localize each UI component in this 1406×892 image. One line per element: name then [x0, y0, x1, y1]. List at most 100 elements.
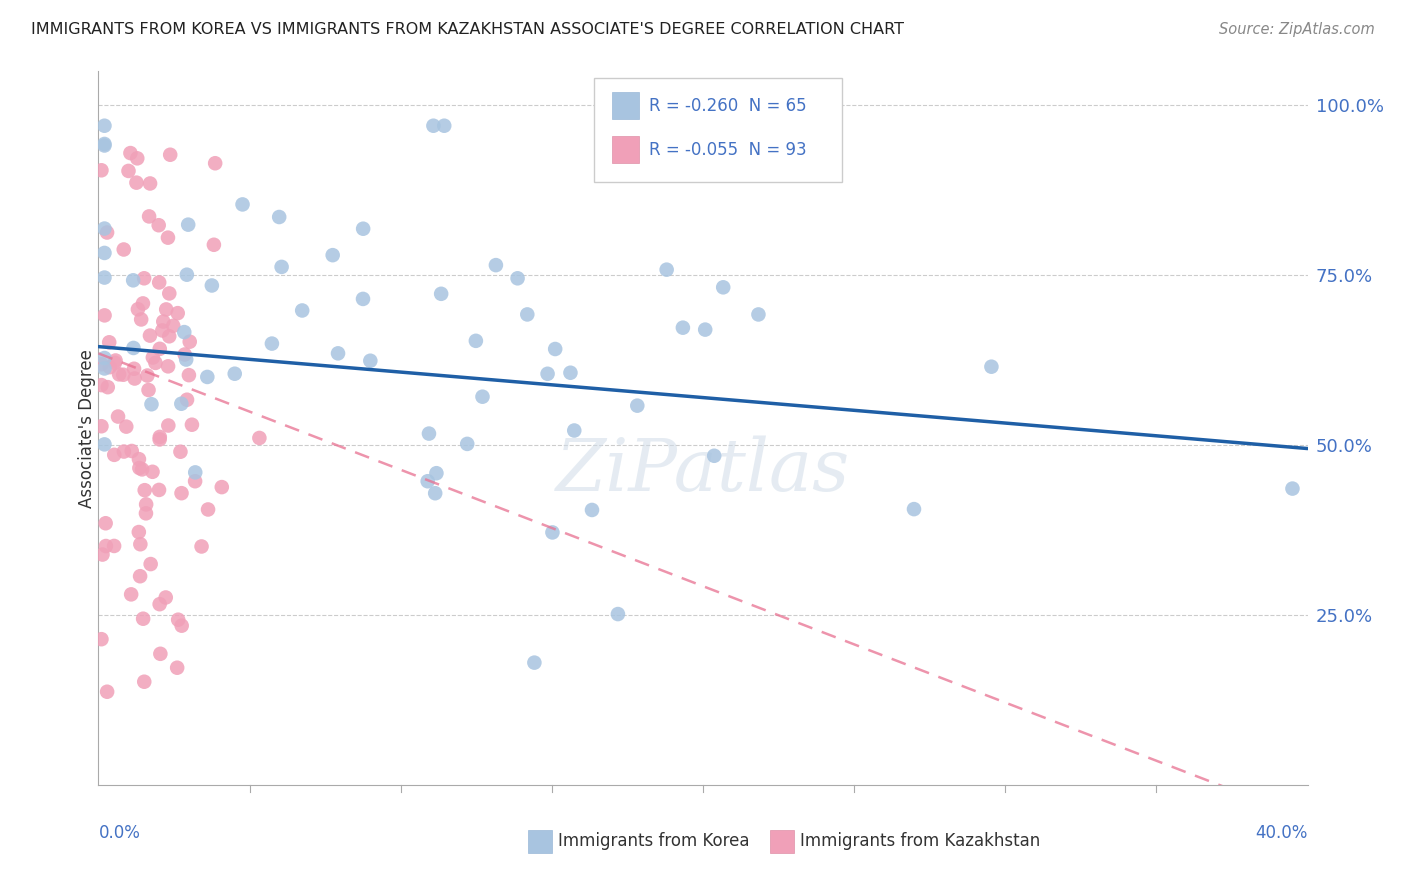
Point	[129, 537, 152, 551]
Point	[148, 483, 170, 497]
FancyBboxPatch shape	[595, 78, 842, 182]
Point	[224, 367, 246, 381]
Point	[122, 341, 145, 355]
Point	[93, 309, 115, 323]
Point	[184, 474, 207, 488]
Point	[560, 366, 582, 380]
Point	[107, 409, 129, 424]
Point	[98, 360, 121, 375]
FancyBboxPatch shape	[613, 92, 638, 120]
Point	[134, 483, 156, 498]
Point	[536, 367, 558, 381]
Point	[211, 480, 233, 494]
Point	[148, 276, 170, 290]
Point	[231, 197, 253, 211]
Point	[157, 418, 180, 433]
Point	[544, 342, 567, 356]
Point	[422, 119, 444, 133]
Point	[581, 503, 603, 517]
Point	[93, 119, 115, 133]
FancyBboxPatch shape	[613, 136, 638, 163]
Point	[149, 597, 172, 611]
Point	[170, 397, 193, 411]
Point	[135, 497, 157, 511]
Point	[430, 286, 453, 301]
Point	[464, 334, 486, 348]
Point	[291, 303, 314, 318]
Point	[903, 502, 925, 516]
Point	[416, 475, 439, 489]
FancyBboxPatch shape	[527, 830, 551, 853]
FancyBboxPatch shape	[769, 830, 794, 853]
Point	[485, 258, 508, 272]
Point	[190, 540, 212, 554]
Point	[117, 164, 139, 178]
Point	[93, 221, 115, 235]
Point	[128, 461, 150, 475]
Point	[980, 359, 1002, 374]
Point	[120, 146, 142, 161]
Point	[115, 419, 138, 434]
Point	[174, 352, 197, 367]
Point	[170, 486, 193, 500]
Point	[433, 119, 456, 133]
Point	[179, 334, 201, 349]
Point	[138, 210, 160, 224]
Point	[121, 444, 143, 458]
Point	[269, 210, 291, 224]
Point	[93, 138, 115, 153]
Point	[270, 260, 292, 274]
Point	[132, 612, 155, 626]
Point	[93, 437, 115, 451]
Point	[98, 335, 121, 350]
Text: ZiPatlas: ZiPatlas	[555, 435, 851, 507]
Point	[132, 296, 155, 310]
Text: 40.0%: 40.0%	[1256, 824, 1308, 842]
Point	[108, 368, 131, 382]
Point	[93, 270, 115, 285]
Point	[93, 351, 115, 365]
Point	[176, 392, 198, 407]
Point	[149, 342, 172, 356]
Point	[562, 424, 585, 438]
Point	[159, 147, 181, 161]
Text: R = -0.055  N = 93: R = -0.055 N = 93	[648, 141, 806, 159]
Point	[418, 426, 440, 441]
Point	[177, 368, 200, 383]
Point	[112, 444, 135, 458]
Point	[197, 502, 219, 516]
Point	[155, 591, 177, 605]
Point	[96, 226, 118, 240]
Point	[141, 465, 163, 479]
Point	[90, 357, 112, 371]
Point	[176, 268, 198, 282]
Point	[541, 525, 564, 540]
Point	[120, 587, 142, 601]
Point	[112, 243, 135, 257]
Point	[747, 308, 769, 322]
Point	[173, 325, 195, 339]
Point	[112, 368, 135, 382]
Point	[145, 356, 167, 370]
Point	[96, 684, 118, 698]
Text: R = -0.260  N = 65: R = -0.260 N = 65	[648, 96, 806, 114]
Point	[184, 466, 207, 480]
Point	[91, 548, 114, 562]
Point	[169, 444, 191, 458]
Point	[149, 647, 172, 661]
Point	[131, 462, 153, 476]
Point	[195, 370, 218, 384]
Point	[103, 539, 125, 553]
Point	[94, 539, 117, 553]
Y-axis label: Associate's Degree: Associate's Degree	[79, 349, 96, 508]
Point	[703, 449, 725, 463]
Point	[135, 506, 157, 520]
Point	[672, 320, 695, 334]
Point	[516, 307, 538, 321]
Point	[156, 230, 179, 244]
Point	[471, 390, 494, 404]
Point	[149, 430, 172, 444]
Point	[136, 368, 159, 383]
Point	[1281, 482, 1303, 496]
Point	[104, 353, 127, 368]
